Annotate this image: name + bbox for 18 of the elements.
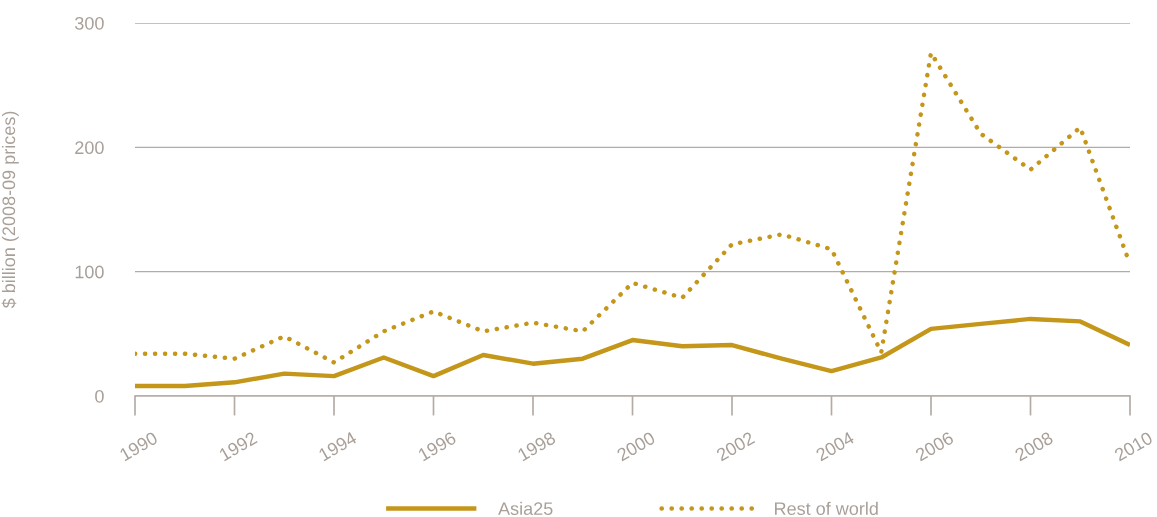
x-tick-label: 2000 [616,431,656,462]
legend-label: Asia25 [498,501,553,516]
x-tick-label: 1998 [517,431,557,462]
x-tick-label: 1992 [218,431,258,462]
y-tick-label: 200 [75,141,104,155]
legend-label: Rest of world [775,501,878,516]
x-tick-label: 2006 [914,431,955,462]
x-tick-label: 2010 [1113,431,1154,462]
y-axis-title: $ billion (2008-09 prices) [1,111,19,309]
y-tick-label: 300 [75,16,104,30]
x-tick-label: 1996 [417,431,457,462]
y-tick-label: 100 [75,265,104,279]
x-tick-label: 1994 [318,431,358,462]
x-tick-label: 1990 [119,431,159,462]
x-tick-label: 2004 [815,431,856,462]
x-tick-label: 2008 [1014,431,1054,462]
x-tick-label: 2002 [715,431,756,462]
y-tick-label: 0 [95,389,104,403]
